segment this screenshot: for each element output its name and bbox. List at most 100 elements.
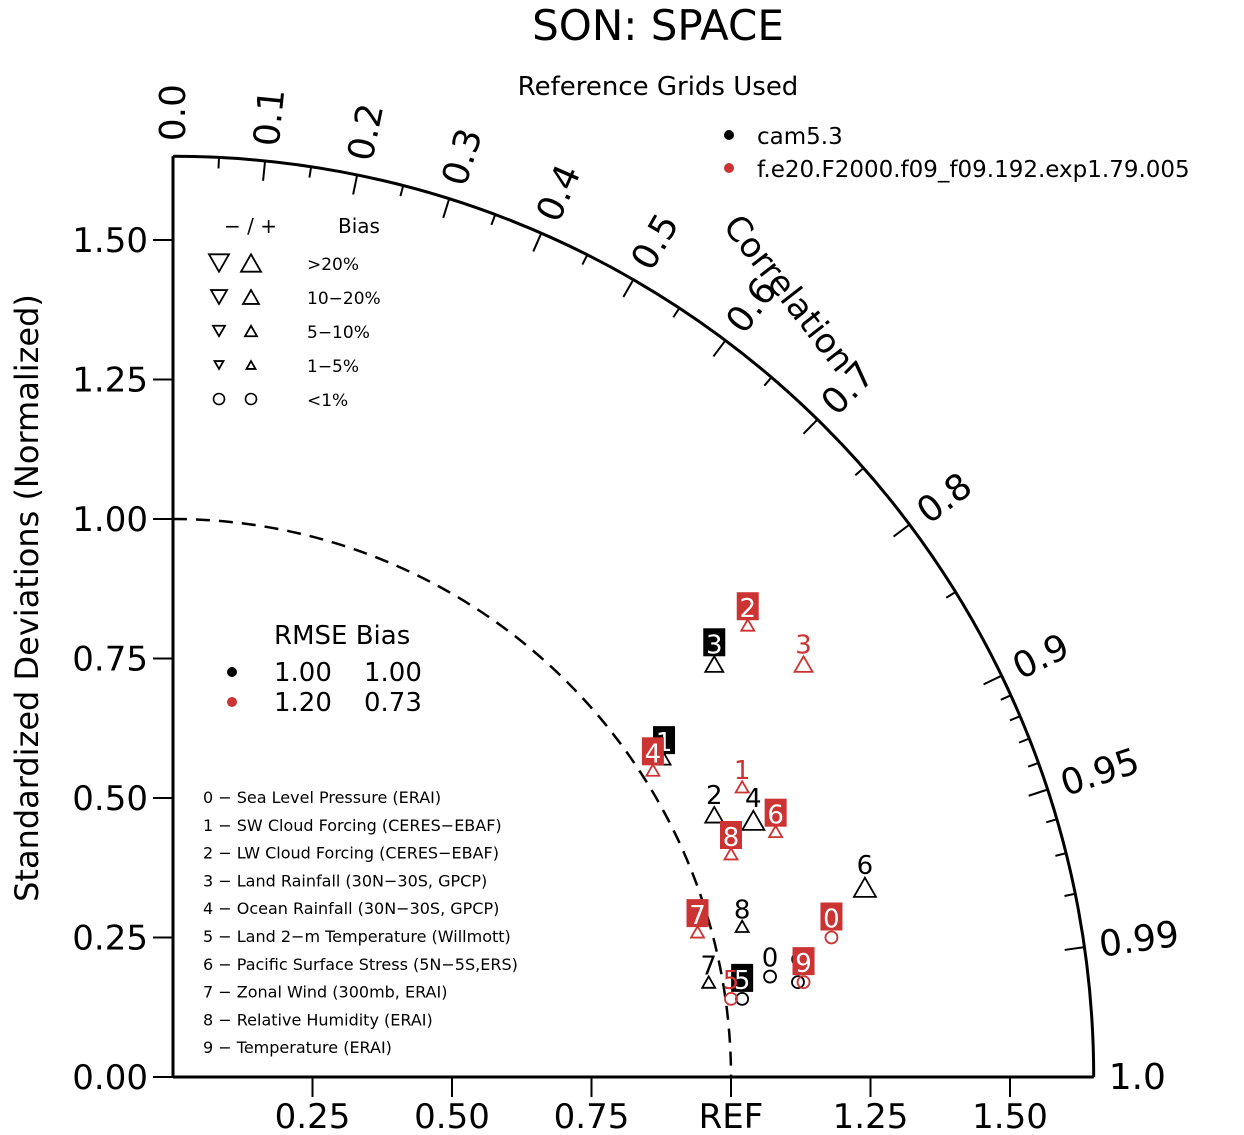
data-point-label-box — [686, 899, 709, 928]
correlation-tick-label: 0.1 — [247, 87, 294, 148]
y-tick-label: 0.25 — [72, 919, 148, 959]
variable-legend-item: 1 − SW Cloud Forcing (CERES−EBAF) — [203, 816, 502, 835]
correlation-tick — [983, 674, 1003, 686]
bias-legend-minus-marker — [207, 253, 231, 274]
data-point-label-box — [764, 798, 787, 827]
y-tick-label: 1.50 — [72, 221, 148, 261]
variable-legend-item: 2 − LW Cloud Forcing (CERES−EBAF) — [203, 844, 499, 863]
correlation-tick-label: 0.5 — [624, 207, 688, 277]
axes: 0.000.250.500.751.001.251.500.25 0.50 0.75… — [72, 84, 1181, 1135]
x-tick-label: 1.50 — [972, 1097, 1048, 1135]
data-point-label-box — [792, 947, 815, 976]
data-point-marker — [722, 846, 740, 861]
correlation-tick-label: 1.0 — [1109, 1057, 1166, 1098]
data-point-label: 8 — [723, 823, 740, 853]
chart-title: SON: SPACE — [532, 1, 784, 50]
correlation-tick-label: 0.0 — [153, 84, 194, 141]
series-legend-label: cam5.3 — [757, 124, 843, 150]
data-point-marker — [734, 918, 751, 933]
x-tick-label: 0.50 — [414, 1097, 490, 1135]
data-point-label: 0 — [823, 905, 840, 935]
correlation-minor-tick — [399, 185, 405, 197]
data-point-marker — [740, 808, 766, 831]
bias-legend-row-label: <1% — [307, 391, 348, 411]
y-tick-label: 0.75 — [72, 640, 148, 680]
correlation-tick-label: 0.9 — [1006, 626, 1075, 688]
correlation-minor-tick — [1064, 892, 1076, 897]
x-tick-label: 1.25 — [833, 1097, 909, 1135]
data-point-marker — [824, 930, 839, 945]
outer-arc — [172, 154, 1096, 1078]
bias-legend-minus-marker — [212, 392, 226, 406]
correlation-tick — [532, 232, 543, 252]
data-point-label-box — [731, 963, 754, 992]
data-point-label: 4 — [745, 784, 762, 814]
bias-value: 1.00 — [364, 658, 422, 688]
correlation-tick-label: 0.2 — [341, 100, 393, 164]
data-point-marker — [703, 654, 725, 673]
data-point-marker — [689, 924, 706, 939]
data-points: 01234567890123456789 — [641, 592, 878, 1006]
correlation-minor-tick — [1055, 852, 1067, 857]
x-tick-label: REF — [699, 1097, 764, 1135]
correlation-tick — [262, 160, 267, 181]
series-legend-dot — [724, 130, 734, 140]
data-point-label-box — [820, 902, 843, 931]
data-point-label: 2 — [739, 594, 756, 624]
bias-legend-row-label: 5−10% — [307, 323, 370, 343]
correlation-tick — [1064, 946, 1085, 951]
bias-legend-header: Bias — [338, 214, 380, 238]
correlation-tick-label: 0.4 — [529, 159, 589, 228]
y-tick-label: 0.50 — [72, 779, 148, 819]
data-point-label: 1 — [734, 756, 751, 786]
variable-legend-item: 6 − Pacific Surface Stress (5N−5S,ERS) — [203, 955, 518, 974]
chart-subtitle: Reference Grids Used — [518, 72, 799, 102]
correlation-minor-tick — [1027, 761, 1039, 768]
data-point-label: 0 — [762, 944, 779, 974]
data-point-label: 7 — [689, 901, 706, 931]
data-point-marker — [767, 824, 784, 839]
data-point-label: 4 — [645, 739, 662, 769]
bias-legend-plus-marker — [244, 392, 258, 406]
correlation-minor-tick — [672, 307, 681, 318]
correlation-tick-label: 0.95 — [1056, 741, 1145, 805]
correlation-tick — [622, 279, 635, 298]
legends: cam5.3 f.e20.F2000.f09_f09.192.exp1.79.00… — [203, 124, 1190, 1057]
variable-legend-item: 8 − Relative Humidity (ERAI) — [203, 1010, 433, 1029]
correlation-tick-label: 0.3 — [435, 124, 491, 191]
rmse-value: 1.00 — [274, 658, 332, 688]
data-point-marker — [792, 654, 815, 673]
correlation-minor-tick — [854, 467, 865, 477]
variable-legend-item: 4 − Ocean Rainfall (30N−30S, GPCP) — [203, 899, 499, 918]
data-point-label: 6 — [857, 851, 874, 881]
bias-legend-minus-marker — [212, 360, 226, 371]
correlation-minor-tick — [217, 157, 221, 169]
correlation-tick — [442, 198, 451, 219]
correlation-minor-tick — [945, 591, 957, 599]
correlation-minor-tick — [1018, 737, 1030, 744]
data-point-label: 9 — [795, 949, 812, 979]
correlation-minor-tick — [763, 376, 773, 387]
correlation-minor-tick — [1009, 715, 1021, 722]
correlation-tick-label: 0.99 — [1097, 914, 1182, 966]
y-axis-label: Standardized Deviations (Normalized) — [8, 294, 46, 902]
correlation-minor-tick — [1046, 818, 1058, 824]
reference-arc — [172, 517, 733, 1078]
bias-legend-plus-marker — [241, 288, 261, 305]
variable-legend-item: 3 − Land Rainfall (30N−30S, GPCP) — [203, 871, 487, 890]
y-tick-label: 1.00 — [72, 500, 148, 540]
rmse-value: 1.20 — [274, 688, 332, 718]
bias-value: 0.73 — [364, 688, 422, 718]
variable-legend-item: 5 − Land 2−m Temperature (Willmott) — [203, 927, 511, 946]
data-point-marker — [739, 617, 756, 632]
data-point-marker — [724, 991, 738, 1006]
bias-legend-minus-marker — [211, 324, 227, 339]
data-point-label: 5 — [723, 966, 740, 996]
data-point-marker — [791, 975, 805, 990]
data-point-marker — [734, 779, 751, 794]
x-tick-label: 0.75 — [554, 1097, 630, 1135]
correlation-minor-tick — [490, 214, 497, 226]
correlation-minor-tick — [1000, 694, 1012, 701]
data-point-label: 6 — [767, 801, 784, 831]
correlation-tick — [892, 523, 911, 538]
